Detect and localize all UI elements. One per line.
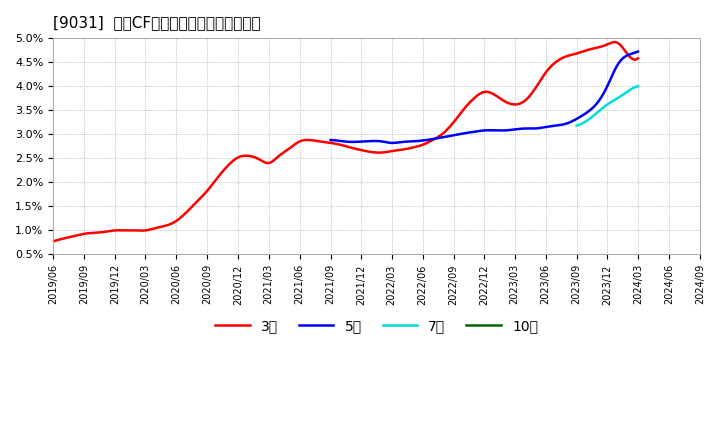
7年 bbox=[634, 84, 642, 89]
5年 bbox=[606, 77, 615, 83]
5年 bbox=[328, 137, 336, 143]
7年 bbox=[609, 98, 618, 103]
7年 bbox=[572, 123, 581, 128]
Line: 5年: 5年 bbox=[330, 51, 638, 143]
7年 bbox=[624, 88, 633, 94]
3年 bbox=[397, 147, 405, 152]
Legend: 3年, 5年, 7年, 10年: 3年, 5年, 7年, 10年 bbox=[210, 313, 544, 338]
3年 bbox=[49, 239, 58, 244]
3年 bbox=[579, 49, 588, 54]
Text: [9031]  営業CFマージンの標準偏差の推移: [9031] 営業CFマージンの標準偏差の推移 bbox=[53, 15, 261, 30]
5年 bbox=[326, 137, 335, 143]
5年 bbox=[634, 49, 642, 54]
Line: 7年: 7年 bbox=[577, 86, 638, 125]
3年 bbox=[395, 147, 404, 153]
5年 bbox=[516, 126, 524, 132]
5年 bbox=[509, 127, 518, 132]
3年 bbox=[541, 70, 550, 75]
7年 bbox=[628, 86, 636, 91]
7年 bbox=[608, 99, 617, 104]
3年 bbox=[407, 145, 415, 150]
3年 bbox=[610, 40, 618, 45]
3年 bbox=[634, 56, 642, 61]
5年 bbox=[388, 140, 397, 146]
7年 bbox=[610, 98, 618, 103]
5年 bbox=[510, 127, 519, 132]
5年 bbox=[586, 107, 595, 112]
Line: 3年: 3年 bbox=[53, 42, 638, 242]
7年 bbox=[572, 123, 581, 128]
3年 bbox=[50, 238, 59, 243]
